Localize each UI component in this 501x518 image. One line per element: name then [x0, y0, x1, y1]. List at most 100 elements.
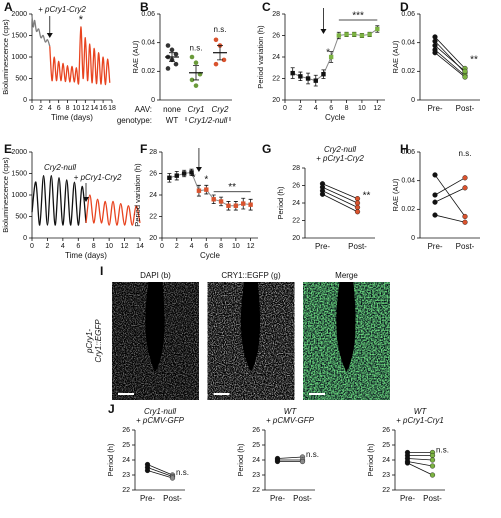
pair-line — [147, 467, 173, 477]
data-point — [429, 472, 436, 478]
data-point — [432, 199, 438, 205]
pair-line — [407, 461, 433, 467]
mean-point — [196, 188, 202, 193]
x-tick-label: 10 — [73, 105, 81, 112]
mean-point — [336, 33, 342, 38]
annotation: n.s. — [190, 44, 203, 53]
y-tick-label: 22 — [252, 487, 260, 494]
annotation: n.s. — [214, 25, 227, 34]
y-tick-label: 0 — [23, 235, 27, 242]
x-tick-label: 0 — [283, 105, 287, 112]
pair-line — [322, 186, 358, 204]
pair-line — [434, 214, 466, 223]
y-tick-label: 28 — [292, 165, 300, 172]
y-tick-label: 23 — [382, 472, 390, 479]
data-point — [432, 172, 438, 178]
pair-line — [147, 464, 173, 476]
y-tick-label: 1500 — [11, 32, 27, 39]
x-tick-label: 2 — [298, 105, 302, 112]
mean-point — [226, 203, 231, 208]
panel-title: WT — [414, 407, 428, 416]
category-label: Pre- — [140, 494, 155, 503]
y-tick-label: 23 — [122, 472, 130, 479]
y-tick-label: 1000 — [11, 192, 27, 199]
pair-line — [434, 52, 466, 78]
y-tick-label: 0.04 — [401, 178, 415, 185]
mean-point — [218, 199, 224, 204]
ventricle — [145, 282, 165, 372]
y-tick-label: 24 — [272, 54, 280, 61]
y-tick-label: 22 — [292, 217, 300, 224]
panel-letter: B — [140, 0, 149, 14]
x-tick-label: 4 — [61, 243, 65, 250]
data-point — [432, 42, 438, 49]
arrow-head — [320, 29, 327, 34]
y-tick-label: 0.06 — [141, 11, 155, 18]
data-point — [462, 68, 468, 74]
pair-line — [434, 40, 466, 74]
panel-letter: H — [400, 142, 409, 156]
y-tick-label: 23 — [252, 472, 260, 479]
y-tick-label: 0.02 — [401, 206, 415, 213]
mean-point — [181, 171, 187, 176]
y-tick-label: 22 — [149, 213, 157, 220]
annotation: * — [192, 172, 196, 183]
y-tick-label: 0 — [151, 97, 155, 104]
y-tick-label: 26 — [272, 32, 280, 39]
data-point — [319, 191, 326, 197]
data-point — [432, 34, 438, 40]
row-label: AAV: — [135, 105, 152, 114]
mean-point — [375, 26, 380, 32]
mean-point — [328, 54, 334, 60]
x-tick-label: 6 — [57, 105, 61, 112]
arrow-head — [46, 33, 53, 38]
x-tick-label: 10 — [105, 243, 113, 250]
x-tick-label: 6 — [76, 243, 80, 250]
data-point — [213, 61, 219, 67]
y-axis-label: RAE (AU) — [391, 40, 400, 73]
y-tick-label: 24 — [149, 192, 157, 199]
data-point — [354, 209, 361, 215]
panel-letter: J — [108, 402, 115, 416]
category-label: Pre- — [270, 494, 285, 503]
y-axis-label: Bioluminescence (cps) — [1, 19, 10, 95]
image-label: pCry1- — [85, 329, 94, 354]
mean-point — [248, 202, 253, 207]
data-point — [462, 175, 468, 181]
x-tick-label: 12 — [81, 105, 89, 112]
group-bracket — [185, 117, 231, 121]
image-title: CRY1::EGFP (g) — [221, 271, 281, 280]
pair-line — [434, 177, 466, 196]
data-point — [173, 61, 179, 67]
y-tick-label: 25 — [382, 442, 390, 449]
x-tick-label: 4 — [314, 105, 318, 112]
mean-point — [167, 175, 172, 180]
data-point — [432, 192, 438, 198]
trace — [31, 16, 51, 47]
category-label: Post- — [348, 242, 367, 251]
pair-line — [322, 183, 358, 199]
x-axis-label: Cycle — [325, 113, 346, 122]
y-tick-label: 2000 — [11, 11, 27, 18]
y-axis-label: Period (h) — [276, 186, 285, 219]
y-tick-label: 20 — [292, 235, 300, 242]
group-label: Cry1/2-null — [189, 116, 228, 125]
trace — [49, 26, 111, 86]
data-point — [354, 204, 361, 210]
y-axis-label: RAE (AU) — [131, 40, 140, 73]
y-tick-label: 0.04 — [141, 40, 155, 47]
mean-line — [169, 171, 192, 179]
data-point — [189, 77, 195, 83]
x-tick-label: 8 — [92, 243, 96, 250]
mean-point — [290, 70, 295, 76]
mean-point — [204, 187, 209, 192]
arrow-head — [195, 167, 202, 172]
y-tick-label: 2000 — [11, 149, 27, 156]
y-tick-label: 500 — [15, 213, 27, 220]
y-tick-label: 500 — [15, 75, 27, 82]
y-tick-label: 0.06 — [401, 11, 415, 18]
annotation: ** — [363, 191, 371, 202]
image-title: DAPI (b) — [140, 271, 171, 280]
annotation: n.s. — [176, 468, 189, 477]
category-label: Cry2 — [212, 105, 229, 114]
